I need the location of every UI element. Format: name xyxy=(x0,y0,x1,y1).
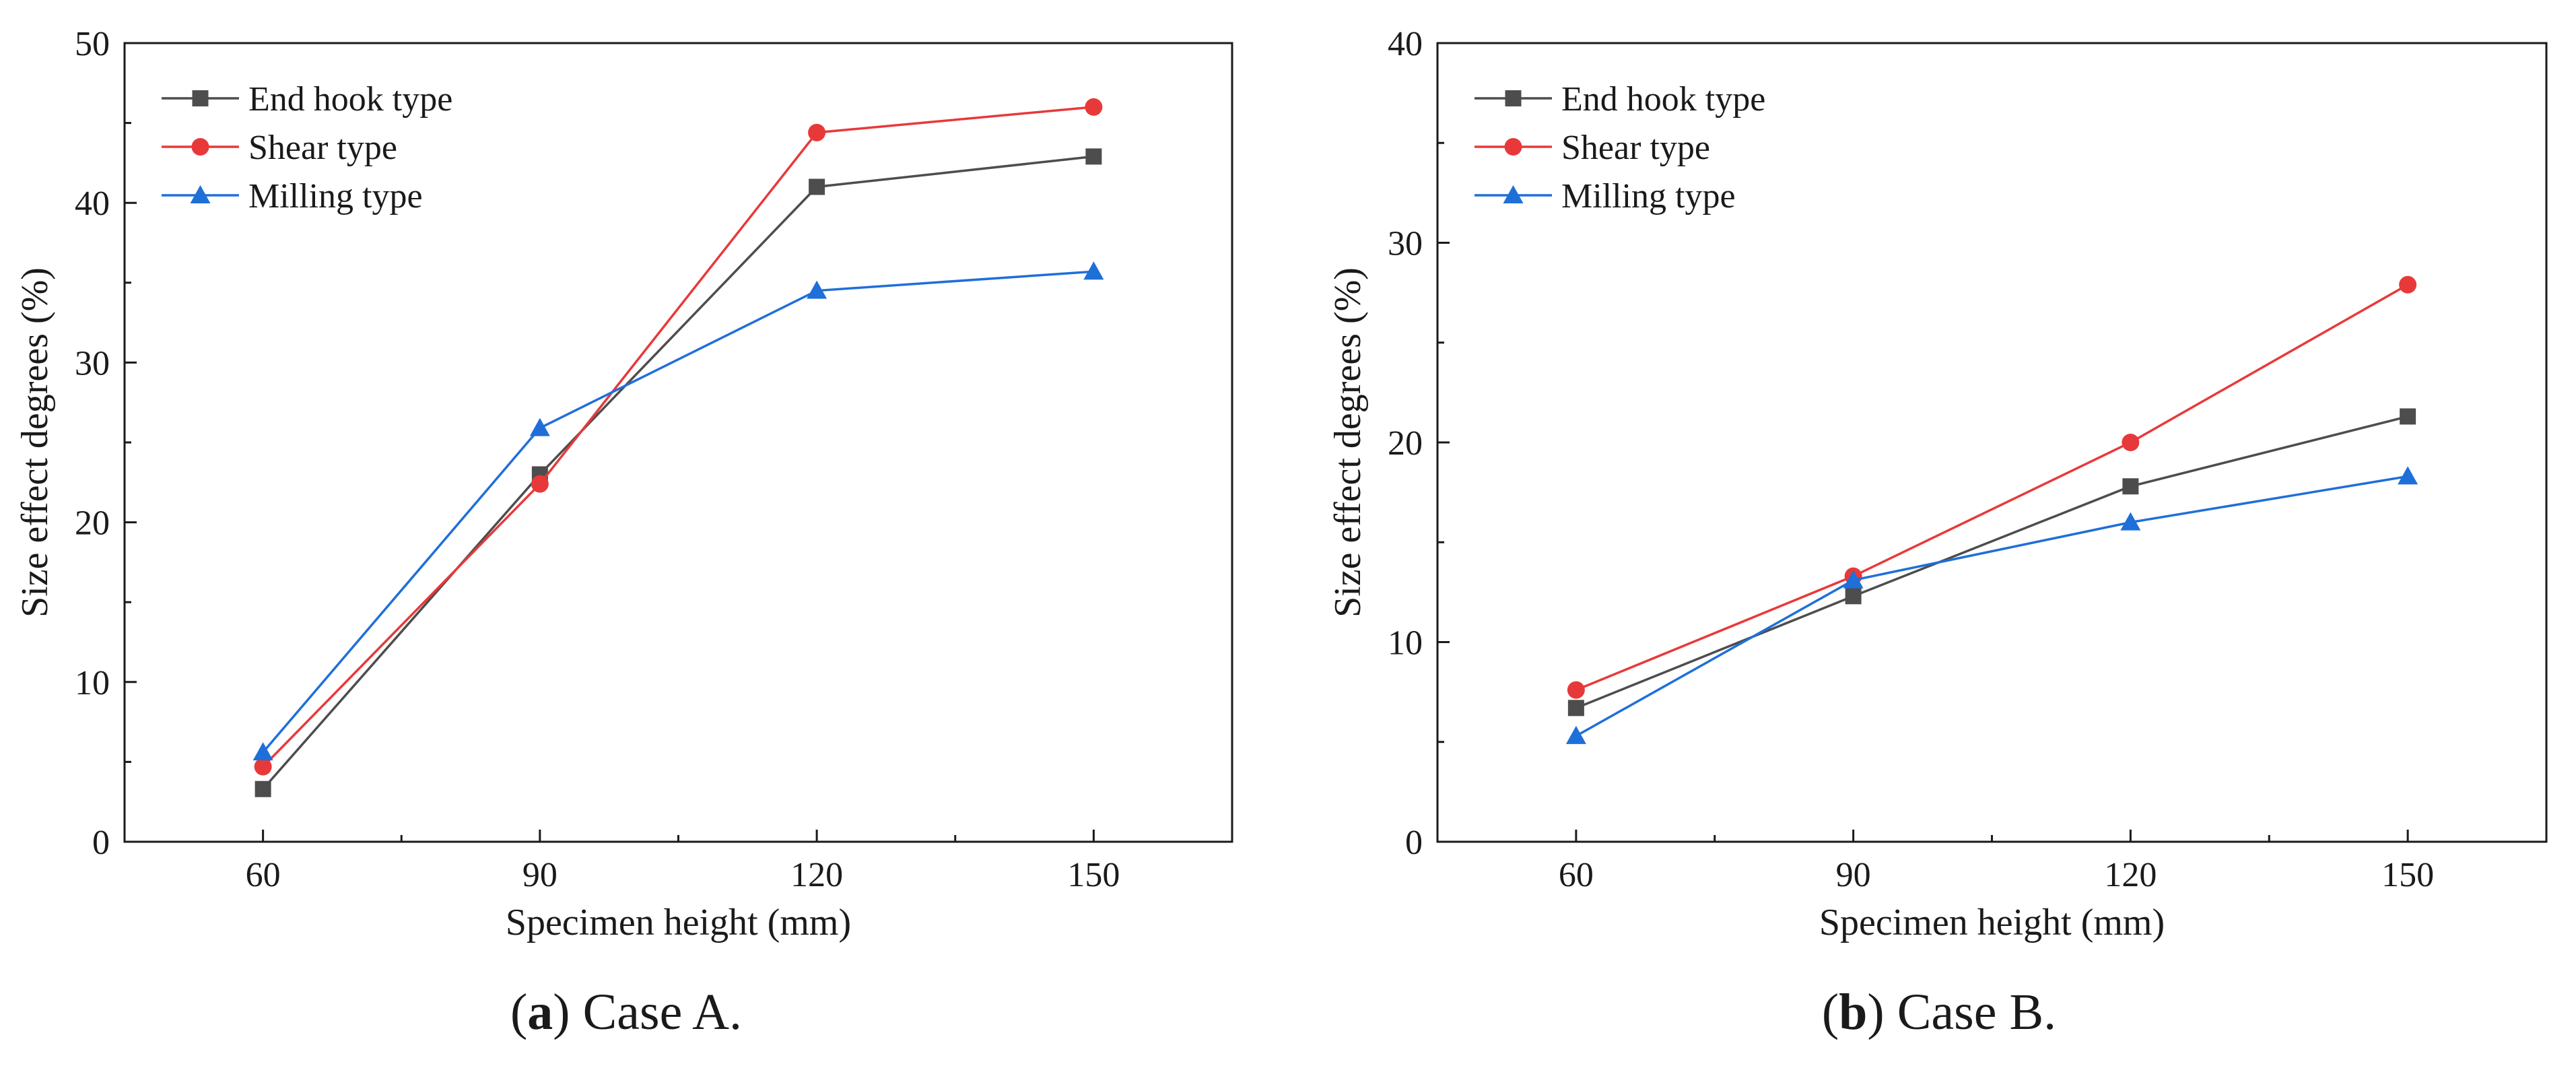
legend-label: End hook type xyxy=(1561,80,1765,119)
y-tick-label: 40 xyxy=(75,185,110,223)
y-tick-label: 40 xyxy=(1388,25,1423,63)
legend-marker xyxy=(191,138,209,156)
data-point xyxy=(2122,434,2140,451)
legend-marker xyxy=(1503,185,1524,203)
series-line xyxy=(262,270,1094,754)
y-tick-label: 20 xyxy=(75,504,110,543)
data-point xyxy=(255,780,271,797)
data-point xyxy=(1083,261,1104,280)
data-point xyxy=(529,418,550,436)
legend-label: End hook type xyxy=(248,80,452,119)
x-tick-label: 90 xyxy=(522,856,557,894)
data-point xyxy=(1085,148,1102,165)
data-point xyxy=(1567,681,1585,699)
data-point xyxy=(2400,408,2416,425)
x-tick-label: 150 xyxy=(1067,856,1120,894)
y-axis-title: Size effect degrees (%) xyxy=(1327,267,1369,618)
legend-label: Shear type xyxy=(248,129,397,167)
series-line xyxy=(1575,415,2408,709)
data-point xyxy=(809,178,825,195)
data-point xyxy=(254,758,272,776)
x-axis-title: Specimen height (mm) xyxy=(1819,902,2165,943)
caption-text: ) Case B. xyxy=(1867,984,2056,1040)
x-tick-label: 150 xyxy=(2381,856,2434,894)
legend-item: Milling type xyxy=(1475,177,1736,215)
data-point xyxy=(1845,588,1862,605)
data-point xyxy=(807,280,827,299)
chart-panel-b: 0 10 20 30 40 60 90 120 150 Specimen height (mm) S… xyxy=(1327,25,2548,1040)
panel-caption: (b) Case B. xyxy=(1822,984,2056,1040)
legend: End hook type Shear type Milling type xyxy=(162,80,452,215)
y-tick-label: 50 xyxy=(75,25,110,63)
series-end-hook-type xyxy=(255,148,1102,797)
y-tick-label: 10 xyxy=(75,664,110,702)
series-end-hook-type xyxy=(1567,408,2416,717)
data-point xyxy=(1567,700,1584,717)
data-point xyxy=(2398,466,2418,485)
series-milling-type xyxy=(1565,466,2418,744)
series-shear-type xyxy=(254,98,1103,776)
legend-marker xyxy=(1505,90,1522,106)
data-point xyxy=(1565,725,1586,744)
legend: End hook type Shear type Milling type xyxy=(1475,80,1765,215)
series-line xyxy=(1575,284,2408,692)
data-point xyxy=(1085,98,1103,116)
legend-label: Milling type xyxy=(1561,177,1736,215)
caption-text: ) Case A. xyxy=(553,984,742,1040)
legend-item: End hook type xyxy=(162,80,452,119)
legend-label: Milling type xyxy=(248,177,423,215)
legend-marker xyxy=(192,90,209,106)
panel-caption: (a) Case A. xyxy=(510,984,742,1040)
caption-open-paren: ( xyxy=(510,984,527,1040)
legend-item: End hook type xyxy=(1475,80,1765,119)
y-axis-title: Size effect degrees (%) xyxy=(14,267,56,618)
caption-letter: b xyxy=(1839,984,1867,1040)
data-point xyxy=(2122,478,2139,495)
y-tick-label: 30 xyxy=(75,344,110,382)
series-line xyxy=(262,106,1094,768)
x-tick-label: 90 xyxy=(1836,856,1871,894)
caption-letter: a xyxy=(527,984,553,1040)
y-tick-label: 20 xyxy=(1388,424,1423,463)
data-point xyxy=(1843,570,1864,589)
data-point xyxy=(2120,512,2141,531)
x-tick-label: 60 xyxy=(246,856,281,894)
legend-item: Shear type xyxy=(1475,129,1710,167)
x-tick-label: 60 xyxy=(1559,856,1594,894)
y-tick-label: 10 xyxy=(1388,624,1423,663)
data-point xyxy=(2399,275,2417,294)
data-point xyxy=(808,123,826,141)
caption-open-paren: ( xyxy=(1822,984,1839,1040)
series-line xyxy=(1575,475,2408,737)
y-tick-label: 0 xyxy=(92,824,110,862)
series-milling-type xyxy=(252,261,1104,761)
data-point xyxy=(252,742,273,761)
legend-marker xyxy=(190,185,211,203)
y-tick-label: 0 xyxy=(1405,824,1423,862)
y-tick-label: 30 xyxy=(1388,225,1423,263)
x-tick-label: 120 xyxy=(2104,856,2157,894)
x-axis-title: Specimen height (mm) xyxy=(506,902,851,943)
legend-item: Shear type xyxy=(162,129,397,167)
series-shear-type xyxy=(1567,275,2417,699)
series-line xyxy=(262,155,1094,790)
chart-panel-a: 0 10 20 30 40 50 60 90 120 150 Specimen height (mm… xyxy=(14,25,1233,1040)
legend-label: Shear type xyxy=(1561,129,1710,167)
x-tick-label: 120 xyxy=(790,856,843,894)
legend-item: Milling type xyxy=(162,177,423,215)
data-point xyxy=(531,475,549,493)
legend-marker xyxy=(1504,138,1522,156)
